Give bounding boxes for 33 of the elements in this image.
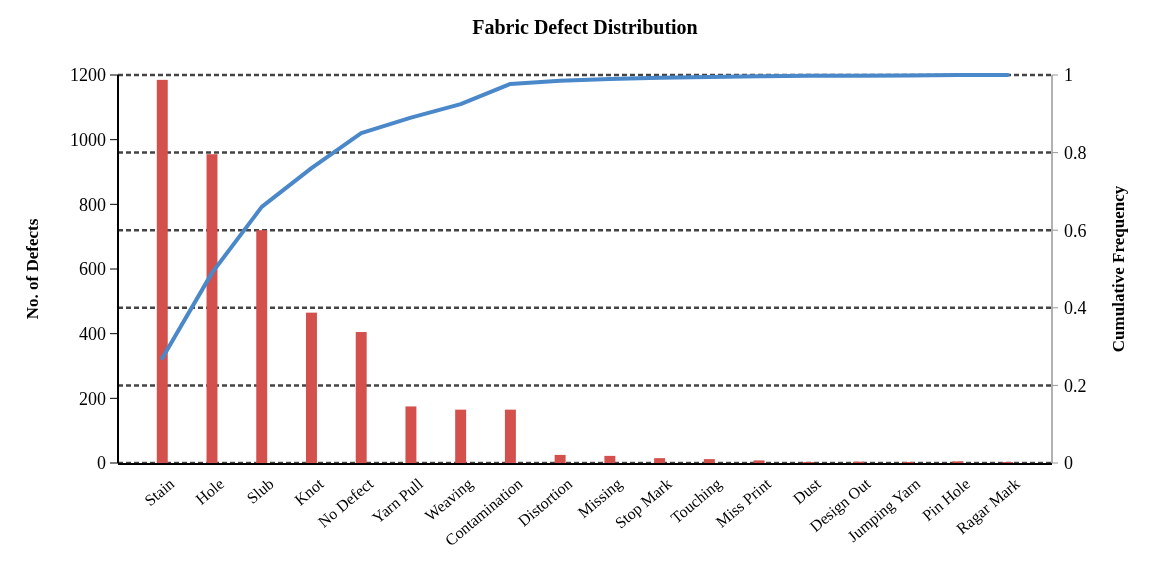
y2-tick-label: 0.8: [1064, 142, 1087, 163]
y2-tick-label: 0.6: [1064, 220, 1087, 241]
y-tick-label: 600: [79, 259, 106, 280]
y2-tick-label: 0.4: [1064, 298, 1087, 319]
y-tick-label: 800: [79, 194, 106, 215]
line-series: [160, 73, 1010, 361]
y-tick-label: 0: [97, 453, 106, 474]
bar: [305, 312, 317, 463]
bar: [256, 230, 268, 463]
bar: [753, 460, 765, 463]
bar: [504, 409, 516, 463]
y-tick-label: 1200: [70, 65, 106, 86]
bar: [604, 455, 616, 463]
y2-tick-label: 0: [1064, 453, 1073, 474]
x-tick-label: Knot: [291, 474, 328, 509]
chart-title: Fabric Defect Distribution: [472, 16, 698, 38]
y-tick-label: 1000: [70, 129, 106, 150]
x-tick-label: Hole: [192, 474, 228, 508]
y2-tick-label: 0.2: [1064, 375, 1087, 396]
bar: [405, 406, 417, 463]
y2-tick-label: 1: [1064, 65, 1073, 86]
bar: [156, 79, 168, 463]
bar: [703, 459, 715, 463]
bar: [355, 332, 367, 463]
bar: [554, 454, 566, 463]
y-axis-title: No. of Defects: [23, 218, 42, 320]
y-tick-label: 400: [79, 323, 106, 344]
bar: [654, 458, 666, 463]
y2-axis-title: Cumulative Frequency: [1109, 185, 1128, 353]
x-tick-label: Stain: [141, 474, 178, 510]
bar: [455, 409, 467, 463]
y-tick-label: 200: [79, 388, 106, 409]
x-tick-label: Slub: [243, 474, 277, 507]
